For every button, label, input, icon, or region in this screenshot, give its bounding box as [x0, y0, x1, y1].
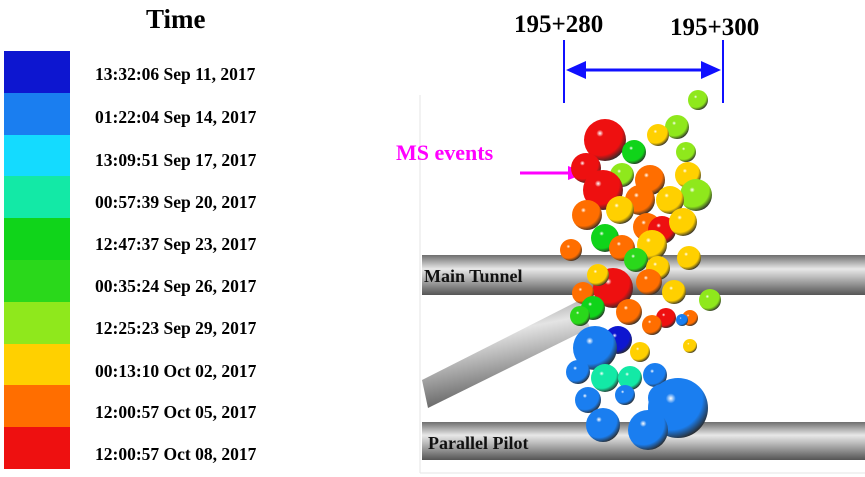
legend-swatch-8 — [4, 343, 70, 386]
chainage-label-right: 195+300 — [670, 14, 760, 41]
tunnel-scene: 195+280 195+300 MS events Main Tunnel Pa… — [390, 0, 865, 477]
chainage-arrowhead-left — [566, 61, 586, 79]
legend-label-3: 13:09:51 Sep 17, 2017 — [95, 150, 257, 170]
legend-label-6: 00:35:24 Sep 26, 2017 — [95, 276, 257, 296]
legend-swatch-9 — [4, 385, 70, 428]
legend-swatch-10 — [4, 427, 70, 469]
ms-event-sphere — [647, 124, 669, 146]
legend-swatch-7 — [4, 301, 70, 344]
legend-label-4: 00:57:39 Sep 20, 2017 — [95, 192, 257, 212]
legend-title: Time — [146, 4, 206, 34]
ms-event-sphere — [677, 246, 701, 270]
ms-event-sphere — [575, 387, 601, 413]
ms-event-sphere — [616, 299, 642, 325]
legend-label-8: 00:13:10 Oct 02, 2017 — [95, 361, 257, 381]
legend-label-1: 13:32:06 Sep 11, 2017 — [95, 64, 256, 84]
ms-event-sphere — [587, 264, 609, 286]
legend-label-10: 12:00:57 Oct 08, 2017 — [95, 444, 257, 464]
ms-event-sphere — [570, 306, 590, 326]
ms-event-sphere — [699, 289, 721, 311]
ms-event-sphere — [643, 363, 667, 387]
ms-event-sphere — [636, 269, 662, 295]
legend-swatch-2 — [4, 92, 70, 135]
ms-event-sphere — [618, 366, 642, 390]
chainage-arrowhead-right — [701, 61, 721, 79]
ms-event-sphere — [676, 314, 688, 326]
ms-event-sphere — [572, 200, 602, 230]
legend-swatch-4 — [4, 176, 70, 219]
ms-event-sphere — [680, 179, 712, 211]
ms-event-sphere — [630, 342, 650, 362]
ms-event-sphere — [606, 196, 634, 224]
legend-label-5: 12:47:37 Sep 23, 2017 — [95, 234, 257, 254]
ms-events-label: MS events — [396, 140, 494, 165]
chainage-label-left: 195+280 — [514, 11, 604, 38]
ms-event-sphere — [586, 408, 620, 442]
ms-event-sphere — [573, 326, 617, 370]
legend-label-9: 12:00:57 Oct 05, 2017 — [95, 402, 257, 422]
ms-event-sphere — [665, 115, 689, 139]
parallel-pilot-label: Parallel Pilot — [428, 433, 529, 453]
main-tunnel-label: Main Tunnel — [424, 266, 523, 286]
ms-event-sphere — [584, 119, 626, 161]
legend-swatch-5 — [4, 218, 70, 260]
ms-event-sphere — [656, 186, 684, 214]
ms-event-sphere — [566, 360, 590, 384]
ms-event-sphere — [615, 385, 635, 405]
ms-event-cluster — [560, 90, 721, 450]
ms-event-sphere — [676, 142, 696, 162]
legend-swatch-6 — [4, 259, 70, 302]
legend-label-2: 01:22:04 Sep 14, 2017 — [95, 107, 257, 127]
ms-event-sphere — [688, 90, 708, 110]
ms-event-sphere — [683, 339, 697, 353]
ms-event-sphere — [628, 410, 668, 450]
legend-swatch-1 — [4, 51, 70, 93]
ms-event-sphere — [622, 140, 646, 164]
ms-event-sphere — [662, 280, 686, 304]
ms-event-sphere — [642, 315, 662, 335]
legend-label-7: 12:25:23 Sep 29, 2017 — [95, 318, 257, 338]
scene-canvas — [419, 40, 865, 474]
ms-event-sphere — [560, 239, 582, 261]
legend-swatch-3 — [4, 134, 70, 177]
ms-event-sphere — [669, 208, 697, 236]
ms-event-sphere — [591, 364, 619, 392]
ms-event-sphere — [624, 248, 648, 272]
connecting-tunnel — [422, 300, 590, 408]
color-scale — [4, 51, 70, 469]
